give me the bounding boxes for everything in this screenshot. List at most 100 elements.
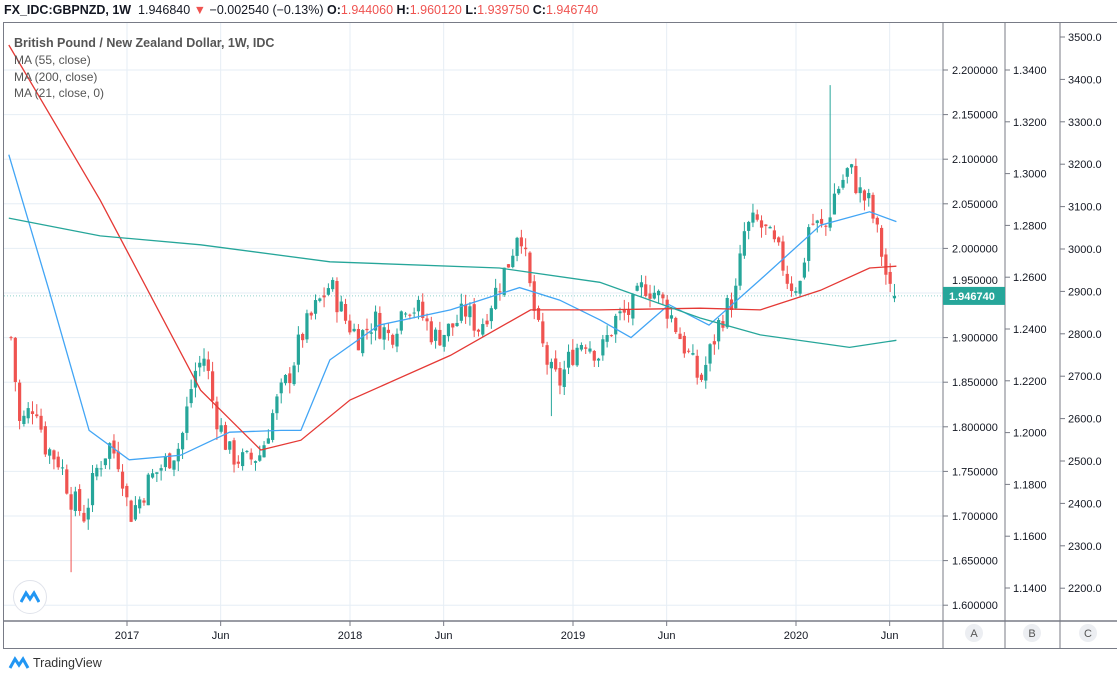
candle-down	[888, 271, 892, 284]
candle-up	[511, 255, 515, 268]
candle-up	[266, 438, 270, 444]
candle-up	[867, 192, 871, 199]
candle-up	[832, 193, 837, 215]
y-tick-label: 1.850000	[952, 377, 998, 389]
scale-c-label: C	[1084, 628, 1092, 640]
candle-up	[60, 467, 65, 469]
high-label: H:	[396, 3, 410, 17]
candle-up	[90, 473, 95, 506]
legend-title: British Pound / New Zealand Dollar, 1W, …	[14, 36, 275, 50]
candle-up	[751, 212, 755, 223]
scale-b-tick-label: 1.2400	[1013, 324, 1047, 336]
candle-down	[408, 314, 412, 316]
candle-up	[656, 290, 661, 296]
candle-down	[609, 335, 614, 337]
candle-down	[9, 337, 13, 339]
candle-down	[759, 220, 764, 228]
candle-down	[335, 281, 339, 313]
candle-up	[262, 445, 266, 458]
candle-up	[639, 282, 644, 288]
candle-up	[845, 168, 849, 177]
x-tick-label: 2020	[784, 630, 808, 642]
candle-up	[691, 353, 695, 355]
moving-average-line-0	[8, 154, 897, 461]
candle-up	[442, 334, 446, 347]
candle-up	[734, 285, 738, 309]
x-tick-label: Jun	[212, 630, 230, 642]
last-price-tag-label: 1.946740	[949, 291, 995, 303]
candle-up	[601, 339, 605, 356]
candle-down	[39, 415, 43, 430]
candle-down	[764, 224, 768, 227]
candle-up	[747, 221, 751, 231]
candle-up	[742, 231, 746, 256]
scale-b-button[interactable]	[1023, 624, 1041, 642]
candle-down	[425, 318, 429, 322]
candle-down	[78, 489, 82, 512]
open-value: 1.944060	[340, 3, 394, 17]
candle-up	[802, 262, 807, 278]
scale-c-button[interactable]	[1079, 624, 1097, 642]
candle-down	[421, 301, 425, 318]
scale-c-tick-label: 2300.0	[1068, 541, 1102, 553]
candle-up	[271, 413, 275, 440]
candle-down	[712, 341, 716, 345]
candle-up	[361, 330, 365, 354]
tradingview-logo-button[interactable]	[13, 580, 47, 614]
moving-average-line-2	[8, 217, 897, 349]
legend-ma-55[interactable]: MA (55, close)	[14, 53, 91, 67]
candle-down	[13, 337, 17, 383]
candle-down	[772, 230, 776, 240]
candle-down	[781, 241, 785, 271]
candle-up	[708, 344, 712, 364]
candle-up	[99, 468, 103, 470]
scale-c-tick-label: 3500.0	[1068, 32, 1102, 44]
candle-down	[476, 329, 481, 332]
scale-a-button[interactable]	[965, 624, 983, 642]
candle-down	[528, 252, 532, 284]
symbol-name[interactable]: FX_IDC:GBPNZD, 1W	[4, 3, 132, 17]
candle-up	[515, 237, 519, 256]
tradingview-branding[interactable]: TradingView	[8, 656, 102, 670]
candle-up	[635, 285, 639, 291]
candle-up	[48, 449, 52, 456]
candle-up	[172, 460, 176, 470]
candle-down	[52, 450, 56, 460]
candle-up	[241, 452, 245, 467]
candle-up	[596, 358, 601, 361]
candle-up	[579, 344, 584, 350]
legend-ma-21[interactable]: MA (21, close, 0)	[14, 86, 105, 100]
scale-c-tick-label: 2900.0	[1068, 286, 1102, 298]
y-tick-label: 1.950000	[952, 275, 998, 287]
candle-down	[687, 350, 691, 352]
y-tick-label: 1.700000	[952, 511, 998, 523]
candle-down	[519, 237, 523, 247]
candle-up	[768, 226, 772, 229]
candle-up	[489, 308, 493, 322]
candle-up	[382, 327, 386, 340]
candle-down	[236, 461, 240, 464]
candle-up	[562, 369, 566, 387]
scale-b-tick-label: 1.2200	[1013, 376, 1047, 388]
candle-down	[854, 165, 858, 194]
candle-up	[219, 425, 223, 432]
candle-up	[133, 505, 138, 520]
candle-up	[815, 220, 819, 224]
candle-up	[494, 287, 498, 309]
candle-down	[69, 494, 73, 510]
tradingview-logo-icon	[20, 590, 40, 603]
legend-ma-200[interactable]: MA (200, close)	[14, 70, 98, 84]
scale-c-tick-label: 2800.0	[1068, 329, 1102, 341]
candle-up	[849, 164, 854, 168]
candle-up	[313, 300, 318, 314]
candle-down	[129, 500, 133, 522]
open-label: O:	[327, 3, 341, 17]
candle-down	[626, 309, 631, 315]
candle-down	[391, 334, 395, 345]
candle-up	[631, 294, 635, 319]
candle-up	[318, 298, 322, 301]
symbol-header: FX_IDC:GBPNZD, 1W 1.946840 ▼ −0.002540 (…	[4, 3, 598, 17]
candle-down	[824, 225, 828, 227]
candle-up	[305, 313, 309, 340]
